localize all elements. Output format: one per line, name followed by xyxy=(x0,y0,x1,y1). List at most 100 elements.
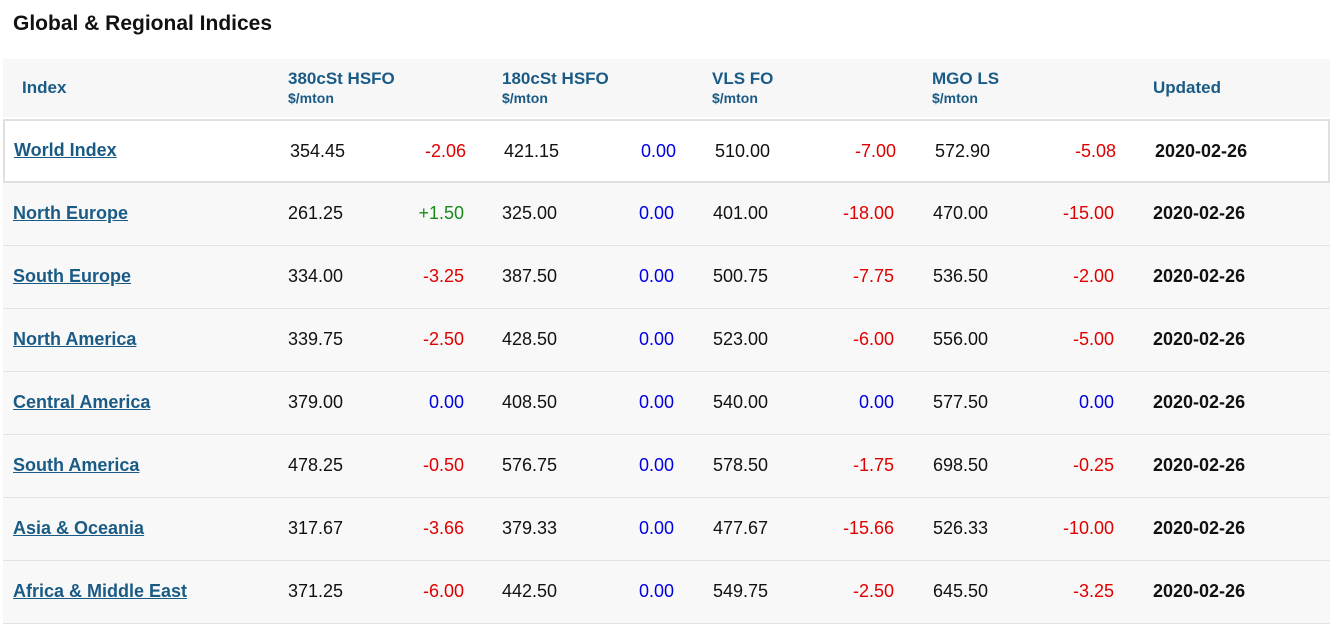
table-row: Central America 379.00 0.00 408.50 0.00 540.0… xyxy=(3,372,1330,435)
price-380cst: 317.67 xyxy=(288,518,344,538)
header-mgo: MGO LS $/mton xyxy=(932,69,999,106)
header-380cst-label: 380cSt HSFO xyxy=(288,69,395,88)
updated-date: 2020-02-26 xyxy=(1155,141,1248,161)
region-link[interactable]: North America xyxy=(13,329,137,349)
change-mgo: -15.00 xyxy=(1062,203,1114,223)
updated-date: 2020-02-26 xyxy=(1153,266,1246,286)
header-updated: Updated xyxy=(1153,78,1221,97)
price-vlsfo: 523.00 xyxy=(713,329,769,349)
table-row: World Index 354.45 -2.06 421.15 0.00 510.00 -7… xyxy=(3,119,1330,183)
price-mgo: 536.50 xyxy=(933,266,989,286)
change-180cst: 0.00 xyxy=(638,266,674,286)
change-180cst: 0.00 xyxy=(638,518,674,538)
price-180cst: 387.50 xyxy=(502,266,558,286)
table-body: World Index 354.45 -2.06 421.15 0.00 510.00 -7… xyxy=(3,119,1330,624)
change-vlsfo: -15.66 xyxy=(842,518,894,538)
header-vlsfo-unit: $/mton xyxy=(712,90,758,106)
page-title: Global & Regional Indices xyxy=(13,12,273,35)
indices-table: Index 380cSt HSFO $/mton 180cSt HSFO $/m… xyxy=(3,59,1330,624)
price-380cst: 379.00 xyxy=(288,392,344,412)
price-mgo: 698.50 xyxy=(933,455,989,475)
price-mgo: 526.33 xyxy=(933,518,989,538)
region-link[interactable]: South Europe xyxy=(13,266,131,286)
header-180cst: 180cSt HSFO $/mton xyxy=(502,69,609,106)
table-row: Africa & Middle East 371.25 -6.00 442.50 0.0… xyxy=(3,561,1330,624)
change-vlsfo: -7.00 xyxy=(854,141,896,161)
price-mgo: 470.00 xyxy=(933,203,989,223)
region-link[interactable]: Central America xyxy=(13,392,151,412)
updated-date: 2020-02-26 xyxy=(1153,518,1246,538)
price-vlsfo: 401.00 xyxy=(713,203,769,223)
updated-date: 2020-02-26 xyxy=(1153,392,1246,412)
table-row: Asia & Oceania 317.67 -3.66 379.33 0.00 477.6… xyxy=(3,498,1330,561)
region-link[interactable]: Asia & Oceania xyxy=(13,518,145,538)
price-380cst: 339.75 xyxy=(288,329,344,349)
price-380cst: 478.25 xyxy=(288,455,344,475)
change-380cst: 0.00 xyxy=(428,392,464,412)
change-180cst: 0.00 xyxy=(638,329,674,349)
header-380cst-unit: $/mton xyxy=(288,90,334,106)
change-180cst: 0.00 xyxy=(638,203,674,223)
change-180cst: 0.00 xyxy=(638,392,674,412)
header-180cst-label: 180cSt HSFO xyxy=(502,69,609,88)
change-mgo: -5.08 xyxy=(1074,141,1116,161)
change-mgo: -3.25 xyxy=(1072,581,1114,601)
change-380cst: -0.50 xyxy=(422,455,464,475)
price-180cst: 428.50 xyxy=(502,329,558,349)
price-380cst: 334.00 xyxy=(288,266,344,286)
updated-date: 2020-02-26 xyxy=(1153,455,1246,475)
change-vlsfo: -6.00 xyxy=(852,329,894,349)
header-180cst-unit: $/mton xyxy=(502,90,548,106)
header-index: Index xyxy=(22,78,67,97)
change-180cst: 0.00 xyxy=(638,581,674,601)
table-row: South Europe 334.00 -3.25 387.50 0.00 500.75 -… xyxy=(3,246,1330,309)
change-380cst: -3.25 xyxy=(422,266,464,286)
price-vlsfo: 477.67 xyxy=(713,518,769,538)
price-180cst: 408.50 xyxy=(502,392,558,412)
table-row: North America 339.75 -2.50 428.50 0.00 523.00… xyxy=(3,309,1330,372)
change-180cst: 0.00 xyxy=(638,455,674,475)
change-vlsfo: -2.50 xyxy=(852,581,894,601)
change-vlsfo: -18.00 xyxy=(842,203,894,223)
region-link[interactable]: Africa & Middle East xyxy=(13,581,188,601)
change-vlsfo: -1.75 xyxy=(852,455,894,475)
price-vlsfo: 578.50 xyxy=(713,455,769,475)
change-380cst: -6.00 xyxy=(422,581,464,601)
price-vlsfo: 540.00 xyxy=(713,392,769,412)
change-vlsfo: 0.00 xyxy=(858,392,894,412)
updated-date: 2020-02-26 xyxy=(1153,329,1246,349)
price-180cst: 379.33 xyxy=(502,518,558,538)
price-mgo: 572.90 xyxy=(935,141,991,161)
header-mgo-unit: $/mton xyxy=(932,90,978,106)
table-header: Index 380cSt HSFO $/mton 180cSt HSFO $/m… xyxy=(3,59,1330,117)
updated-date: 2020-02-26 xyxy=(1153,203,1246,223)
change-380cst: -2.06 xyxy=(424,141,466,161)
price-mgo: 645.50 xyxy=(933,581,989,601)
price-mgo: 577.50 xyxy=(933,392,989,412)
updated-date: 2020-02-26 xyxy=(1153,581,1246,601)
change-380cst: +1.50 xyxy=(418,203,464,223)
header-mgo-label: MGO LS xyxy=(932,69,1000,88)
header-vlsfo: VLS FO $/mton xyxy=(712,69,773,106)
change-mgo: -0.25 xyxy=(1072,455,1114,475)
price-380cst: 371.25 xyxy=(288,581,344,601)
price-180cst: 442.50 xyxy=(502,581,558,601)
region-link[interactable]: South America xyxy=(13,455,140,475)
table-row: South America 478.25 -0.50 576.75 0.00 578.50… xyxy=(3,435,1330,498)
region-link[interactable]: World Index xyxy=(14,140,117,160)
change-mgo: -2.00 xyxy=(1072,266,1114,286)
price-180cst: 576.75 xyxy=(502,455,558,475)
header-vlsfo-label: VLS FO xyxy=(712,69,774,88)
region-link[interactable]: North Europe xyxy=(13,203,128,223)
change-vlsfo: -7.75 xyxy=(852,266,894,286)
price-vlsfo: 500.75 xyxy=(713,266,769,286)
change-mgo: -5.00 xyxy=(1072,329,1114,349)
price-380cst: 261.25 xyxy=(288,203,344,223)
table-row: North Europe 261.25 +1.50 325.00 0.00 401.00 -… xyxy=(3,183,1330,246)
price-vlsfo: 549.75 xyxy=(713,581,769,601)
change-mgo: 0.00 xyxy=(1078,392,1114,412)
change-180cst: 0.00 xyxy=(640,141,676,161)
header-380cst: 380cSt HSFO $/mton xyxy=(288,69,395,106)
price-vlsfo: 510.00 xyxy=(715,141,771,161)
price-mgo: 556.00 xyxy=(933,329,989,349)
